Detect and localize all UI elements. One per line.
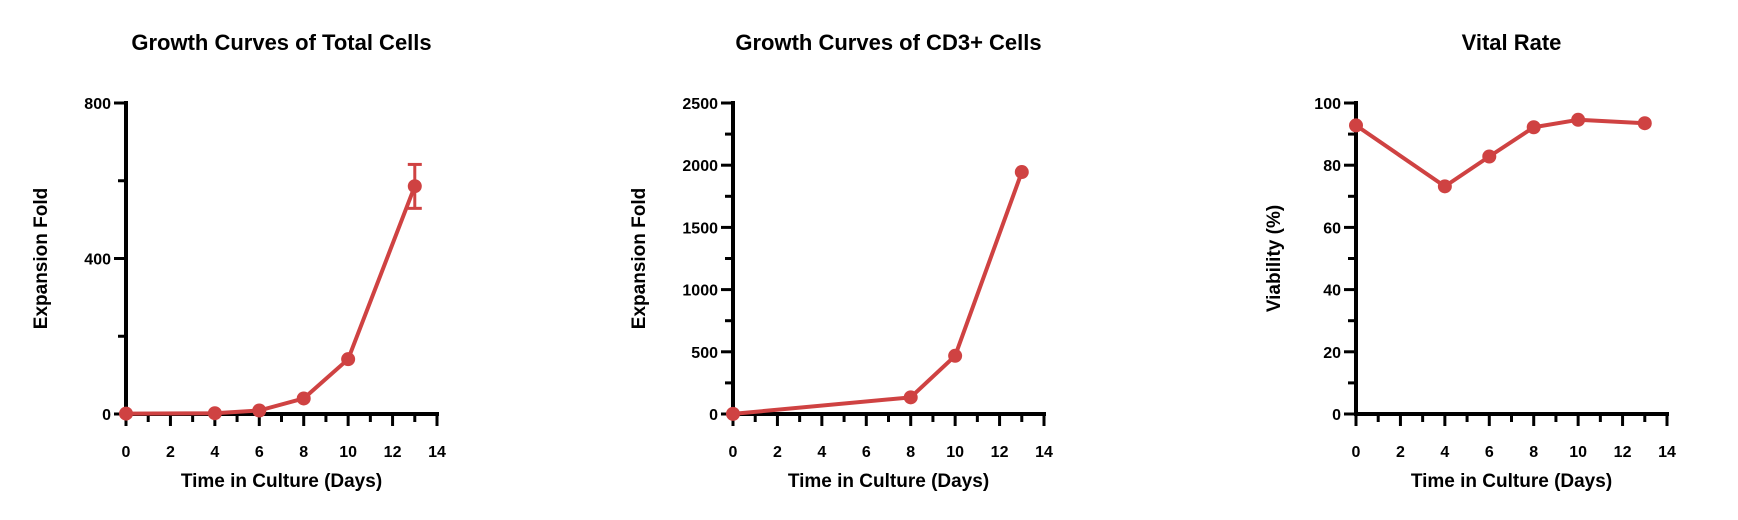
chart-panel-2: Growth Curves of CD3+ Cells Time in Cultu… xyxy=(629,30,1053,492)
data-point xyxy=(407,179,422,194)
y-tick-label: 0 xyxy=(102,407,111,424)
data-point xyxy=(903,390,918,405)
y-tick-label: 800 xyxy=(84,96,111,113)
x-tick-label: 8 xyxy=(1529,444,1538,461)
chart-title: Vital Rate xyxy=(1462,30,1562,55)
x-tick-label: 6 xyxy=(862,444,871,461)
x-axis-label: Time in Culture (Days) xyxy=(1411,471,1612,492)
x-tick-label: 14 xyxy=(1035,444,1053,461)
x-axis-label: Time in Culture (Days) xyxy=(181,471,382,492)
x-tick-label: 12 xyxy=(384,444,402,461)
y-axis-label: Viability (%) xyxy=(1264,205,1285,312)
x-axis-label: Time in Culture (Days) xyxy=(788,471,989,492)
data-point xyxy=(207,406,222,421)
y-tick-label: 100 xyxy=(1314,96,1341,113)
x-tick-label: 2 xyxy=(1396,444,1405,461)
y-tick-label: 20 xyxy=(1323,345,1341,362)
y-tick-label: 2000 xyxy=(682,158,718,175)
x-tick-label: 2 xyxy=(166,444,175,461)
data-point xyxy=(726,406,740,421)
y-tick-label: 1000 xyxy=(682,283,718,300)
x-tick-label: 8 xyxy=(299,444,308,461)
x-tick-label: 10 xyxy=(339,444,357,461)
data-point xyxy=(119,406,133,421)
x-tick-label: 4 xyxy=(817,444,826,461)
data-point xyxy=(1437,179,1452,194)
y-tick-label: 40 xyxy=(1323,283,1341,300)
series-line xyxy=(125,185,417,416)
x-tick-label: 2 xyxy=(773,444,782,461)
x-tick-label: 12 xyxy=(1614,444,1632,461)
y-tick-label: 80 xyxy=(1323,158,1341,175)
x-tick-label: 10 xyxy=(1569,444,1587,461)
y-tick-label: 500 xyxy=(691,345,718,362)
x-tick-label: 10 xyxy=(946,444,964,461)
x-tick-label: 14 xyxy=(428,444,446,461)
chart-panel-3: Vital Rate Time in Culture (Days) Viabilit… xyxy=(1264,30,1676,492)
x-tick-label: 14 xyxy=(1658,444,1676,461)
x-tick-label: 4 xyxy=(210,444,219,461)
series-line xyxy=(1354,117,1645,189)
data-point xyxy=(1637,116,1652,131)
x-tick-label: 0 xyxy=(729,444,738,461)
chart-title: Growth Curves of Total Cells xyxy=(131,30,431,55)
data-point xyxy=(252,403,267,418)
y-axis-label: Expansion Fold xyxy=(629,188,650,329)
y-tick-label: 0 xyxy=(709,407,718,424)
data-point xyxy=(1571,112,1586,127)
x-tick-label: 6 xyxy=(255,444,264,461)
chart-title: Growth Curves of CD3+ Cells xyxy=(735,30,1041,55)
y-tick-label: 1500 xyxy=(682,220,718,237)
x-tick-label: 6 xyxy=(1485,444,1494,461)
x-tick-label: 4 xyxy=(1440,444,1449,461)
y-tick-label: 2500 xyxy=(682,96,718,113)
x-tick-label: 0 xyxy=(122,444,131,461)
data-point xyxy=(1526,120,1541,135)
data-point xyxy=(1349,118,1363,133)
y-tick-label: 400 xyxy=(84,252,111,269)
data-point xyxy=(948,348,963,363)
x-tick-label: 0 xyxy=(1352,444,1361,461)
data-point xyxy=(1482,149,1497,164)
y-axis-label: Expansion Fold xyxy=(31,188,52,329)
y-tick-label: 0 xyxy=(1332,407,1341,424)
chart-panel-1: Growth Curves of Total Cells Time in Cult… xyxy=(31,30,446,492)
data-point xyxy=(1014,165,1029,180)
x-tick-label: 8 xyxy=(906,444,915,461)
data-point xyxy=(296,391,311,406)
series-line xyxy=(732,171,1024,416)
x-tick-label: 12 xyxy=(991,444,1009,461)
data-point xyxy=(341,352,356,367)
y-tick-label: 60 xyxy=(1323,220,1341,237)
